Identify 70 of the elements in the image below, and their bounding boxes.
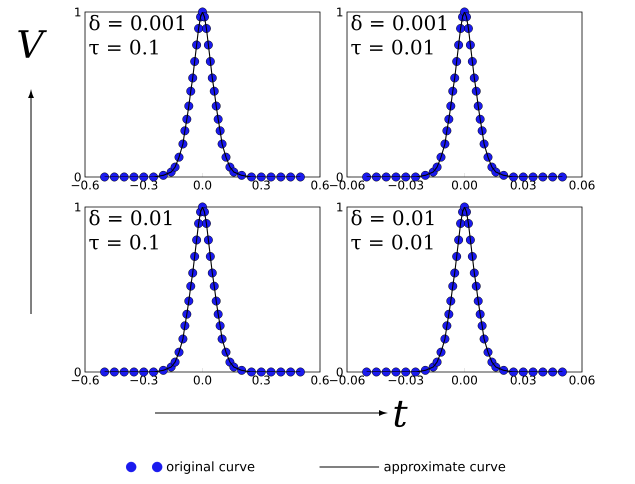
legend-label: approximate curve (384, 461, 506, 474)
point (548, 368, 558, 376)
x-tick-label: 0.0 (194, 180, 212, 190)
point (382, 172, 391, 182)
x-tick-label: 0.6 (311, 376, 329, 385)
point (558, 368, 567, 376)
annotation: τ = 0.01 (351, 234, 432, 250)
y-tick-label: 0 (336, 172, 343, 182)
point (276, 172, 286, 182)
annotation: τ = 0.01 (351, 40, 432, 55)
y-tick-label: 0 (74, 367, 81, 377)
y-tick-label: 1 (75, 8, 80, 16)
x-tick-label: −0.3 (130, 180, 158, 190)
point (548, 172, 558, 182)
x-tick-label: −0.6 (72, 376, 99, 385)
x-axis-title: t (394, 400, 408, 428)
x-tick-label: −0.3 (130, 376, 158, 385)
point (276, 368, 286, 376)
point (120, 172, 129, 182)
x-tick-label: −0.03 (388, 376, 424, 385)
point (538, 172, 548, 182)
x-tick-label: 0.06 (569, 376, 595, 385)
y-tick-label: 1 (337, 202, 342, 212)
point (362, 172, 372, 182)
point (100, 368, 110, 376)
point (296, 368, 305, 376)
x-tick-label: −0.6 (72, 180, 99, 190)
x-tick-label: −0.06 (330, 180, 365, 190)
x-tick-label: 0.03 (510, 376, 536, 385)
point (538, 368, 548, 376)
point (266, 368, 276, 376)
x-tick-label: 0.0 (194, 376, 212, 385)
y-axis-title: V (18, 30, 47, 58)
annotation: δ = 0.01 (90, 210, 172, 226)
x-tick-label: 0.03 (510, 180, 536, 190)
x-tick-label: −0.06 (330, 376, 365, 385)
annotation: δ = 0.01 (352, 210, 434, 226)
point (110, 172, 119, 182)
x-tick-label: 0.3 (252, 376, 270, 385)
annotation: τ = 0.1 (89, 40, 158, 55)
annotation: τ = 0.1 (89, 234, 158, 250)
point (110, 368, 119, 376)
x-tick-label: 0.06 (569, 180, 595, 190)
point (286, 172, 296, 182)
y-tick-label: 0 (74, 172, 81, 182)
x-tick-label: −0.03 (388, 180, 424, 190)
x-tick-label: 0.00 (452, 376, 478, 385)
point (528, 172, 538, 182)
point (130, 368, 138, 376)
point (296, 172, 305, 182)
point (528, 368, 538, 376)
legend-label: original curve (166, 461, 254, 474)
y-tick-label: 1 (337, 8, 342, 16)
point (382, 368, 391, 376)
annotation: δ = 0.001 (90, 14, 184, 30)
point (558, 172, 567, 182)
y-tick-label: 1 (75, 202, 80, 212)
x-tick-label: 0.3 (252, 180, 270, 190)
annotation: δ = 0.001 (352, 14, 446, 30)
x-tick-label: 0.00 (452, 180, 478, 190)
point (286, 368, 296, 376)
point (372, 172, 381, 182)
y-tick-label: 0 (336, 367, 343, 377)
point (120, 368, 129, 376)
x-tick-label: 0.6 (311, 180, 329, 190)
point (362, 368, 372, 376)
point (372, 368, 381, 376)
point (266, 172, 276, 182)
point (130, 172, 138, 182)
point (100, 172, 110, 182)
